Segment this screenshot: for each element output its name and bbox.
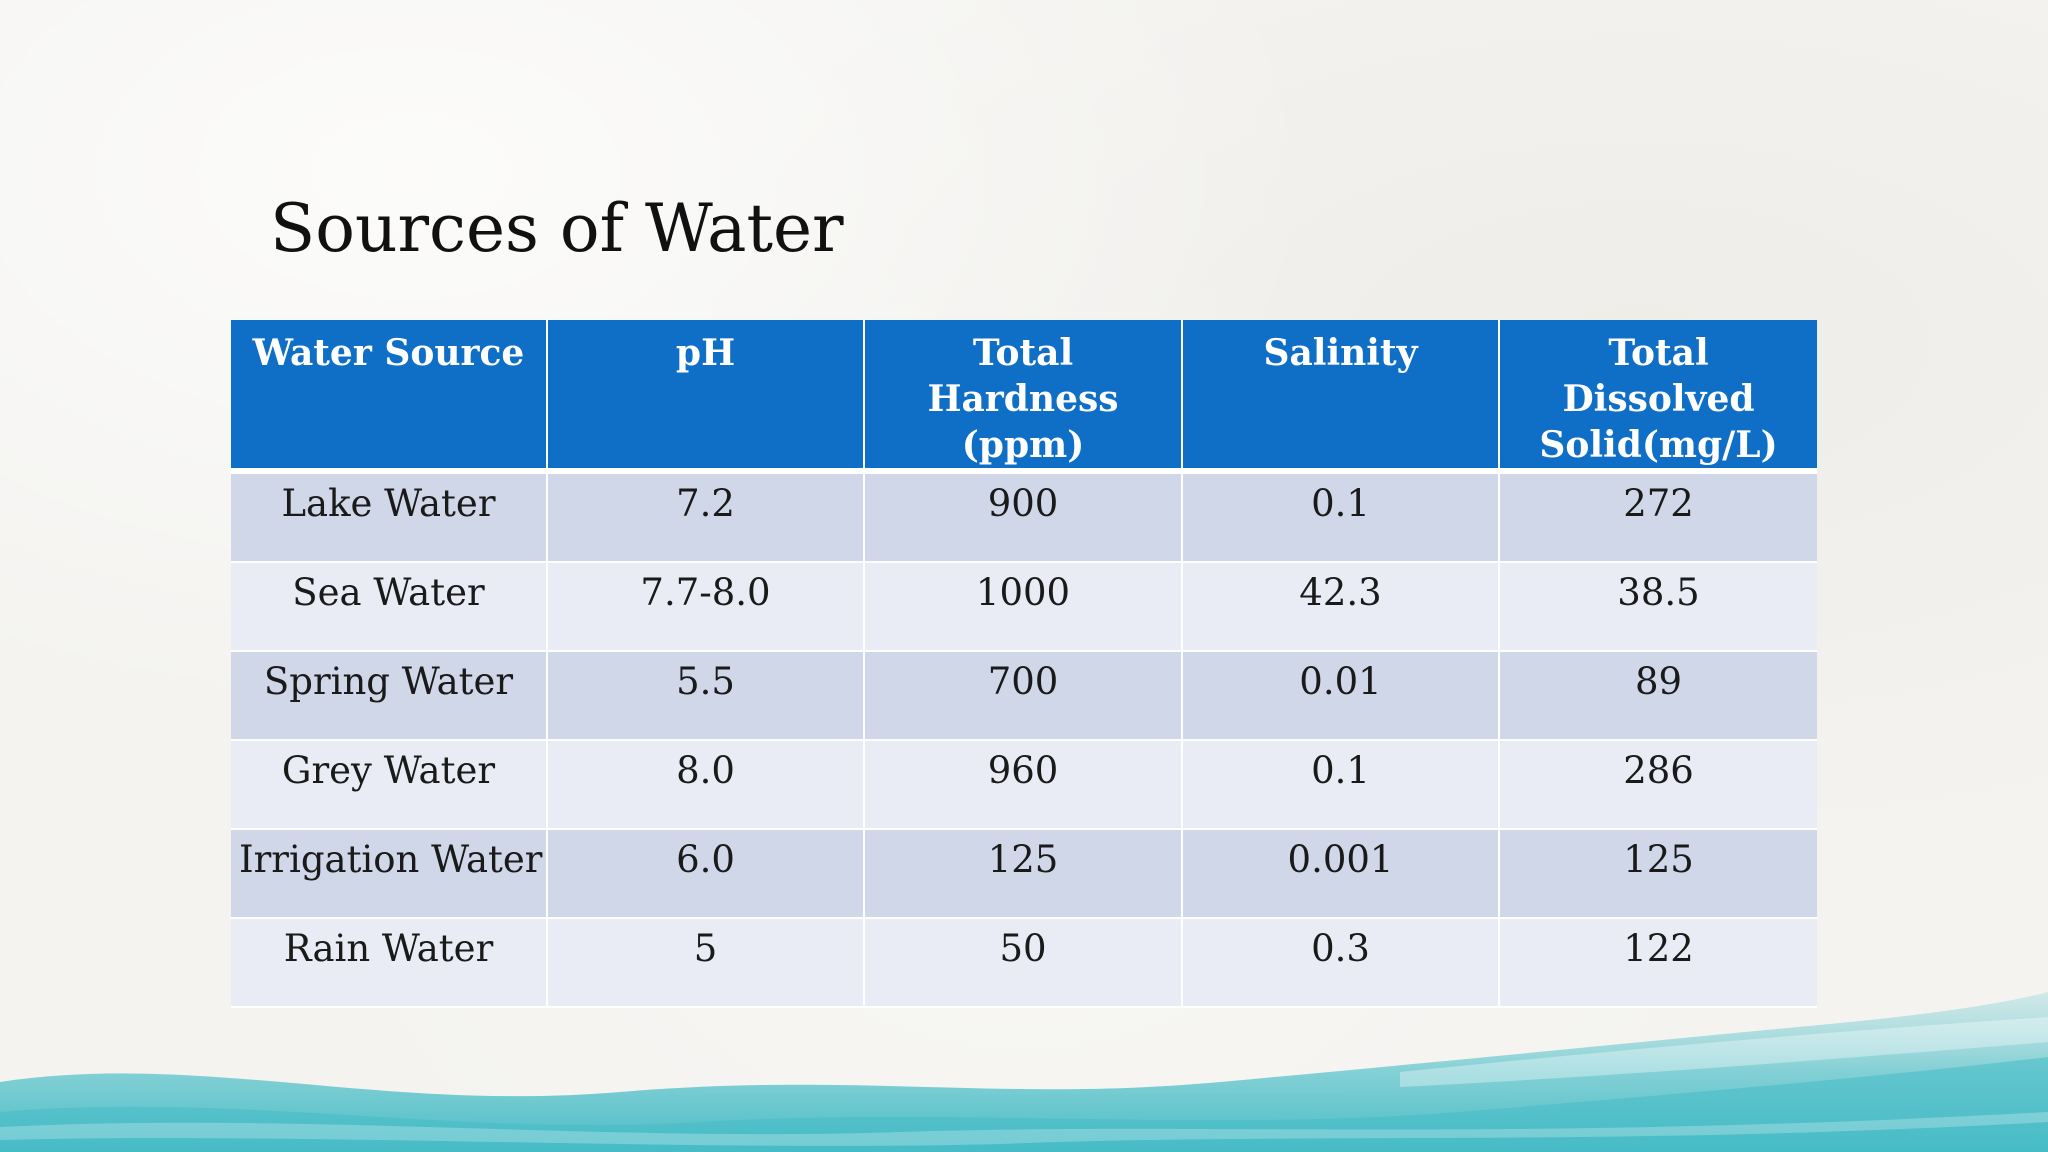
header-salinity: Salinity: [1183, 320, 1500, 474]
cell-water-source: Sea Water: [231, 563, 548, 652]
table-header-row: Water Source pH Total Hardness (ppm) Sal…: [231, 320, 1817, 474]
cell-salinity: 0.1: [1183, 741, 1500, 830]
slide-title: Sources of Water: [270, 190, 844, 267]
cell-total-hardness: 900: [865, 474, 1183, 563]
cell-total-hardness: 50: [865, 919, 1183, 1008]
cell-total-dissolved-solid: 122: [1500, 919, 1817, 1008]
cell-total-hardness: 700: [865, 652, 1183, 741]
table-row: Irrigation Water 6.0 125 0.001 125: [231, 830, 1817, 919]
header-water-source: Water Source: [231, 320, 548, 474]
cell-total-dissolved-solid: 38.5: [1500, 563, 1817, 652]
water-sources-table: Water Source pH Total Hardness (ppm) Sal…: [231, 320, 1817, 1008]
table-row: Spring Water 5.5 700 0.01 89: [231, 652, 1817, 741]
header-total-dissolved-solid: Total Dissolved Solid(mg/L): [1500, 320, 1817, 474]
watercolor-wave-decoration: [0, 992, 2048, 1152]
cell-ph: 5.5: [548, 652, 865, 741]
cell-total-dissolved-solid: 286: [1500, 741, 1817, 830]
cell-ph: 7.2: [548, 474, 865, 563]
header-ph: pH: [548, 320, 865, 474]
cell-water-source: Lake Water: [231, 474, 548, 563]
table-row: Sea Water 7.7-8.0 1000 42.3 38.5: [231, 563, 1817, 652]
cell-water-source: Rain Water: [231, 919, 548, 1008]
header-total-hardness: Total Hardness (ppm): [865, 320, 1183, 474]
cell-ph: 5: [548, 919, 865, 1008]
cell-ph: 6.0: [548, 830, 865, 919]
cell-total-hardness: 1000: [865, 563, 1183, 652]
cell-total-hardness: 960: [865, 741, 1183, 830]
table-row: Lake Water 7.2 900 0.1 272: [231, 474, 1817, 563]
cell-total-dissolved-solid: 125: [1500, 830, 1817, 919]
cell-total-dissolved-solid: 89: [1500, 652, 1817, 741]
cell-ph: 7.7-8.0: [548, 563, 865, 652]
cell-water-source: Irrigation Water: [231, 830, 548, 919]
cell-water-source: Grey Water: [231, 741, 548, 830]
cell-salinity: 0.1: [1183, 474, 1500, 563]
cell-salinity: 0.3: [1183, 919, 1500, 1008]
cell-total-dissolved-solid: 272: [1500, 474, 1817, 563]
cell-salinity: 0.001: [1183, 830, 1500, 919]
cell-salinity: 0.01: [1183, 652, 1500, 741]
cell-total-hardness: 125: [865, 830, 1183, 919]
table-row: Rain Water 5 50 0.3 122: [231, 919, 1817, 1008]
cell-water-source: Spring Water: [231, 652, 548, 741]
table-row: Grey Water 8.0 960 0.1 286: [231, 741, 1817, 830]
cell-ph: 8.0: [548, 741, 865, 830]
cell-salinity: 42.3: [1183, 563, 1500, 652]
